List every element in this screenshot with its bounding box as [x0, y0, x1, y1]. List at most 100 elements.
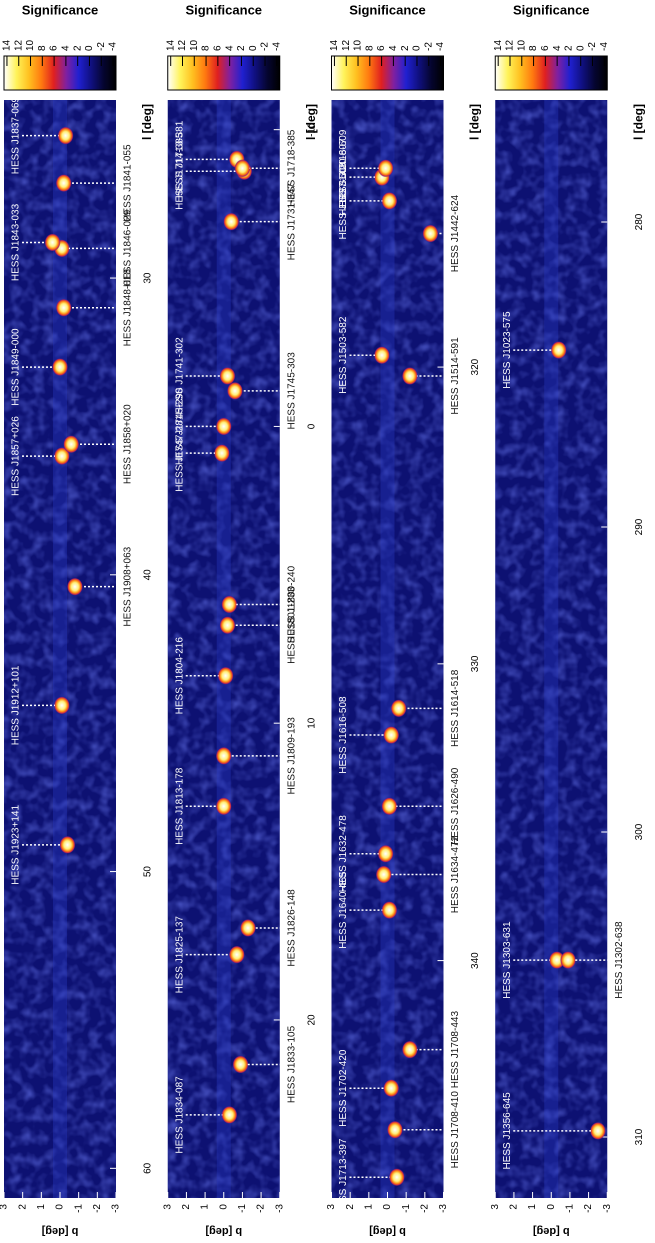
colorbar-label: Significance [513, 2, 590, 17]
colorbar-tick-label: 4 [61, 45, 72, 51]
source-blob [232, 1055, 249, 1074]
b-tick-label: 1 [36, 1204, 47, 1210]
source-label: HESS J1731-347 [286, 183, 297, 261]
source-blob [550, 341, 567, 360]
l-tick-label: 50 [143, 866, 154, 878]
source-blob [66, 577, 83, 596]
b-tick-label: 0 [382, 1204, 393, 1210]
l-tick-label: 340 [470, 952, 481, 969]
colorbar-tick-label: 6 [540, 45, 551, 51]
source-label: HESS J1714-385 [174, 132, 185, 210]
colorbar-tick-label: -2 [587, 42, 598, 51]
source-blob [386, 1120, 403, 1139]
source-blob [52, 358, 68, 377]
l-tick-label: 60 [143, 1162, 154, 1174]
colorbar-tick-label: 14 [165, 39, 176, 51]
l-tick-label: 280 [634, 213, 645, 230]
colorbar-tick-label: 0 [412, 45, 423, 51]
source-label: HESS J1848-018 [123, 269, 134, 347]
source-label: HESS J1626-490 [450, 767, 461, 845]
colorbar-tick-label: -4 [108, 42, 119, 51]
source-label: HESS J1023-575 [502, 311, 513, 389]
l-tick-label: 310 [634, 1128, 645, 1145]
source-label: HESS J1908+063 [123, 546, 134, 626]
source-label: HESS J1640-465 [338, 871, 349, 949]
source-blob [219, 616, 236, 635]
b-tick-label: 1 [200, 1204, 211, 1210]
colorbar-tick-label: 6 [212, 45, 223, 51]
source-label: HESS J1745-303 [286, 352, 297, 430]
l-tick-label: 10 [306, 717, 317, 729]
source-blob [226, 381, 243, 400]
source-label: HESS J1804-216 [174, 637, 185, 715]
l-tick-label: 300 [634, 823, 645, 840]
colorbar-tick-label: -4 [271, 42, 282, 51]
b-axis-label: b [deg] [369, 1225, 406, 1237]
source-label: HESS J1841-055 [123, 144, 134, 222]
colorbar-tick-label: 0 [248, 45, 259, 51]
l-tick-label: 40 [143, 569, 154, 581]
colorbar-tick-label: 4 [224, 45, 235, 51]
l-tick-label: 0 [306, 423, 317, 429]
source-blob [422, 224, 439, 243]
colorbar-tick-label: -4 [435, 42, 446, 51]
l-tick-label: -10 [306, 122, 317, 137]
source-blob [213, 444, 230, 463]
b-tick-label: 3 [490, 1204, 501, 1210]
colorbar-tick-label: 2 [564, 45, 575, 51]
source-label: HESS J1503-582 [338, 316, 349, 394]
b-tick-label: 2 [17, 1204, 28, 1210]
source-blob [377, 844, 394, 863]
source-label: HESS J1634-472 [450, 835, 461, 913]
source-label: HESS J1713-397 [338, 1138, 349, 1216]
colorbar-label: Significance [22, 2, 99, 17]
colorbar-tick-label: 4 [388, 45, 399, 51]
b-tick-label: -2 [256, 1204, 267, 1213]
source-label: HESS J1718-385 [286, 129, 297, 207]
colorbar-tick-label: -4 [599, 42, 610, 51]
source-blob [215, 746, 232, 765]
b-tick-label: -3 [438, 1204, 449, 1213]
b-tick-label: 2 [345, 1204, 356, 1210]
b-tick-label: -2 [583, 1204, 594, 1213]
source-label: HESS J1826-148 [286, 889, 297, 967]
source-label: HESS J1420-607 [338, 138, 349, 216]
colorbar-tick-label: 10 [25, 39, 36, 51]
source-blob [401, 366, 418, 385]
source-blob [383, 1079, 400, 1098]
source-blob [381, 191, 398, 210]
source-blob [53, 447, 70, 466]
source-blob [44, 233, 61, 252]
source-blob [373, 346, 390, 365]
source-blob [223, 212, 240, 231]
b-tick-label: -1 [565, 1204, 576, 1213]
source-label: HESS J1747-281 [174, 414, 185, 492]
colorbar-tick-label: 6 [376, 45, 387, 51]
source-blob [548, 951, 565, 970]
source-blob [215, 417, 232, 436]
source-blob [55, 174, 72, 193]
source-label: HESS J1741-302 [174, 337, 185, 415]
source-blob [228, 945, 245, 964]
source-label: HESS J1418-609 [338, 129, 349, 207]
colorbar-tick-label: 8 [37, 45, 48, 51]
colorbar-label: Significance [349, 2, 426, 17]
colorbar [3, 55, 117, 91]
b-tick-label: 1 [363, 1204, 374, 1210]
colorbar-tick-label: -2 [96, 42, 107, 51]
source-blob [375, 865, 392, 884]
source-label: HESS J1427-608 [338, 162, 349, 240]
b-tick-label: -3 [274, 1204, 285, 1213]
source-blob [390, 699, 407, 718]
source-blob [215, 797, 232, 816]
source-blob [53, 696, 70, 715]
source-label: HESS J1923+141 [11, 805, 22, 885]
b-tick-label: -1 [73, 1204, 84, 1213]
l-axis-label: l [deg] [140, 104, 154, 140]
colorbar-tick-label: 10 [353, 39, 364, 51]
b-tick-label: 3 [326, 1204, 337, 1210]
map-noise [495, 100, 608, 1198]
b-tick-label: -3 [602, 1204, 613, 1213]
source-blob [217, 666, 234, 685]
source-blob [57, 126, 74, 145]
